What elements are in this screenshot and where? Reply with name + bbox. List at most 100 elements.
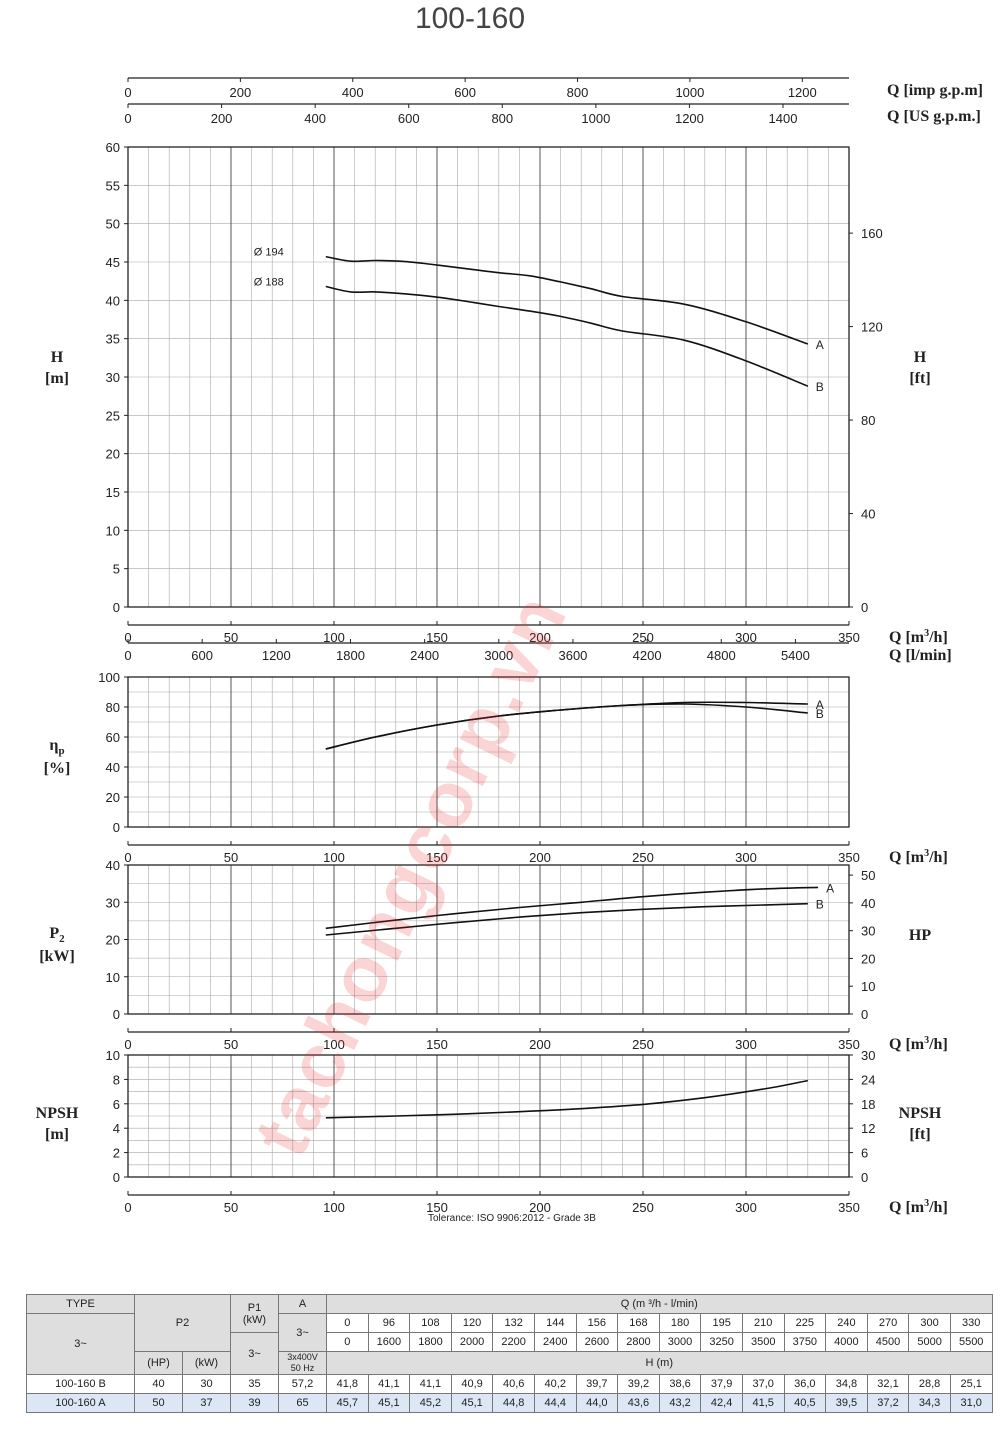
y-tick-label: 80 bbox=[106, 700, 120, 715]
y-axis-unit: [%] bbox=[44, 760, 71, 777]
h-cell: 40,5 bbox=[783, 1393, 827, 1413]
y2-axis-unit: [ft] bbox=[909, 1126, 930, 1143]
x-tick-label: 50 bbox=[224, 1037, 238, 1052]
h-cell: 45,1 bbox=[367, 1393, 411, 1413]
h-cell: 42,4 bbox=[700, 1393, 743, 1413]
x-tick-label: 350 bbox=[838, 850, 860, 865]
series-line-b bbox=[325, 902, 808, 936]
y-tick-label: 5 bbox=[113, 562, 120, 577]
x-tick-label: 150 bbox=[426, 1037, 448, 1052]
top-axis-tick-label: 1200 bbox=[675, 111, 704, 126]
type-cell: 100-160 B bbox=[26, 1374, 135, 1394]
h-cell: 32,1 bbox=[866, 1374, 910, 1394]
top-axis-tick-label: 400 bbox=[304, 111, 326, 126]
top-axis-tick-label: 800 bbox=[491, 111, 513, 126]
top-axis-tick-label: 0 bbox=[124, 111, 131, 126]
q-header: Q (m ³/h - l/min) bbox=[326, 1294, 993, 1314]
top-axis-tick-label: 600 bbox=[454, 85, 476, 100]
y2-tick-label: 30 bbox=[861, 1048, 875, 1063]
x-tick-label: 350 bbox=[838, 1037, 860, 1052]
h-cell: 43,6 bbox=[617, 1393, 660, 1413]
h-cell: 45,2 bbox=[409, 1393, 452, 1413]
x-axis-label: Q [m3/h] bbox=[889, 1198, 948, 1216]
h-cell: 41,1 bbox=[409, 1374, 452, 1394]
q-lmin-cell: 2200 bbox=[492, 1332, 535, 1352]
q-lmin-cell: 3250 bbox=[700, 1332, 743, 1352]
a-cell: 57,2 bbox=[278, 1374, 327, 1394]
impeller-label: Ø 188 bbox=[254, 277, 284, 289]
x-tick-label: 100 bbox=[323, 630, 345, 645]
x-axis-label: Q [m3/h] bbox=[889, 848, 948, 866]
q-lmin-cell: 4000 bbox=[825, 1332, 868, 1352]
h-cell: 44,8 bbox=[492, 1393, 535, 1413]
series-line-npsh bbox=[325, 1079, 808, 1119]
type-cell: 100-160 A bbox=[26, 1393, 135, 1413]
q-lmin-cell: 3000 bbox=[658, 1332, 702, 1352]
y-tick-label: 0 bbox=[113, 1007, 120, 1022]
h-cell: 40,9 bbox=[450, 1374, 494, 1394]
x-tick-label: 300 bbox=[735, 850, 757, 865]
y2-tick-label: 50 bbox=[861, 868, 875, 883]
y-tick-label: 8 bbox=[113, 1072, 120, 1087]
y-tick-label: 60 bbox=[106, 140, 120, 155]
x-tick-label: 0 bbox=[124, 850, 131, 865]
y-tick-label: 40 bbox=[106, 760, 120, 775]
x-axis2-tick-label: 3000 bbox=[484, 648, 513, 663]
type-header: TYPE bbox=[26, 1294, 135, 1314]
x-tick-label: 200 bbox=[529, 1200, 551, 1215]
top-axis-tick-label: 1200 bbox=[788, 85, 817, 100]
y-tick-label: 2 bbox=[113, 1146, 120, 1161]
y2-tick-label: 24 bbox=[861, 1072, 875, 1087]
y-tick-label: 15 bbox=[106, 485, 120, 500]
q-m3h-cell: 225 bbox=[783, 1313, 827, 1333]
x-axis-label: Q [m3/h] bbox=[889, 1035, 948, 1053]
y2-tick-label: 0 bbox=[861, 600, 868, 615]
q-m3h-cell: 120 bbox=[450, 1313, 494, 1333]
a-header: A bbox=[278, 1294, 327, 1314]
y-tick-label: 40 bbox=[106, 858, 120, 873]
q-m3h-cell: 330 bbox=[949, 1313, 993, 1333]
h-cell: 39,7 bbox=[575, 1374, 619, 1394]
series-label: A bbox=[826, 881, 834, 895]
table-row: 100-160 B 40 30 35 57,2 41,8 41,1 41,1 4… bbox=[26, 1374, 993, 1394]
y-tick-label: 45 bbox=[106, 255, 120, 270]
x-axis2-tick-label: 1800 bbox=[336, 648, 365, 663]
h-cell: 41,8 bbox=[326, 1374, 369, 1394]
y-axis-label: ηp bbox=[49, 737, 64, 757]
y2-tick-label: 40 bbox=[861, 507, 875, 522]
q-m3h-cell: 144 bbox=[533, 1313, 577, 1333]
p1-header: P1 (kW) bbox=[230, 1294, 279, 1333]
supply-label: 3x400V 50 Hz bbox=[278, 1351, 327, 1375]
top-axis-tick-label: 600 bbox=[398, 111, 420, 126]
p1-phase: 3~ bbox=[230, 1332, 279, 1375]
x-tick-label: 150 bbox=[426, 1200, 448, 1215]
a-cell: 65 bbox=[278, 1393, 327, 1413]
series-label: A bbox=[816, 698, 824, 712]
x-tick-label: 100 bbox=[323, 1037, 345, 1052]
x-tick-label: 250 bbox=[632, 1037, 654, 1052]
q-lmin-cell: 0 bbox=[326, 1332, 369, 1352]
y-tick-label: 20 bbox=[106, 447, 120, 462]
y2-tick-label: 30 bbox=[861, 924, 875, 939]
y-tick-label: 20 bbox=[106, 933, 120, 948]
y-axis-unit: [kW] bbox=[39, 948, 75, 965]
q-m3h-cell: 96 bbox=[367, 1313, 411, 1333]
x-tick-label: 50 bbox=[224, 850, 238, 865]
top-axis-tick-label: 0 bbox=[124, 85, 131, 100]
x-axis2-tick-label: 3600 bbox=[558, 648, 587, 663]
q-m3h-cell: 210 bbox=[741, 1313, 785, 1333]
x-axis2-tick-label: 600 bbox=[191, 648, 213, 663]
q-m3h-cell: 168 bbox=[617, 1313, 660, 1333]
hp-cell: 40 bbox=[134, 1374, 183, 1394]
table-row: 100-160 A 50 37 39 65 45,7 45,1 45,2 45,… bbox=[26, 1393, 993, 1413]
q-lmin-cell: 2400 bbox=[533, 1332, 577, 1352]
x-axis2-tick-label: 4200 bbox=[633, 648, 662, 663]
top-axis-tick-label: 200 bbox=[230, 85, 252, 100]
x-tick-label: 250 bbox=[632, 630, 654, 645]
x-tick-label: 250 bbox=[632, 850, 654, 865]
h-cell: 37,2 bbox=[866, 1393, 910, 1413]
y-tick-label: 20 bbox=[106, 790, 120, 805]
x-tick-label: 250 bbox=[632, 1200, 654, 1215]
series-label: B bbox=[816, 898, 824, 912]
q-m3h-cell: 180 bbox=[658, 1313, 702, 1333]
